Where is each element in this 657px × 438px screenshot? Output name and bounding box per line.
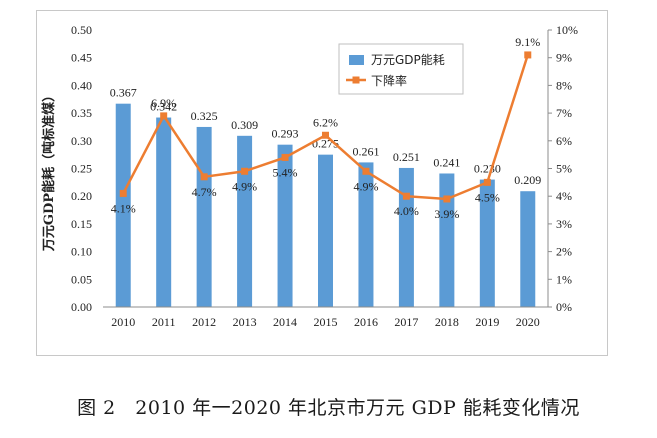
line-value-label: 4.5% xyxy=(475,190,500,204)
left-tick-label: 0.05 xyxy=(71,272,92,286)
x-tick-label: 2018 xyxy=(435,315,459,329)
line-marker xyxy=(362,167,370,175)
bar xyxy=(156,117,172,307)
bar xyxy=(318,154,333,307)
line-marker xyxy=(281,153,289,161)
right-axis: 0% 1% 2% 3% 4% 5% 6% 7% 8% 9% 10% xyxy=(547,23,578,314)
chart: 万元GDP能耗（吨标准煤） 0.000.050.100.150.200.250.… xyxy=(41,23,578,329)
bar-value-label: 0.309 xyxy=(231,118,258,132)
line-value-label: 4.9% xyxy=(232,179,257,193)
right-tick-label: 8% xyxy=(556,78,572,92)
bar xyxy=(237,135,253,307)
line-value-label: 4.1% xyxy=(111,201,136,215)
left-tick-label: 0.40 xyxy=(71,78,92,92)
bar-value-label: 0.325 xyxy=(191,109,218,123)
bar-value-label: 0.209 xyxy=(514,173,541,187)
x-tick-label: 2014 xyxy=(273,315,297,329)
bar xyxy=(479,179,495,307)
line-value-label: 4.7% xyxy=(192,185,217,199)
legend-box xyxy=(338,43,464,95)
legend-line-label: 下降率 xyxy=(371,73,407,88)
bar xyxy=(115,103,131,307)
bar-series xyxy=(103,103,548,308)
line-marker xyxy=(322,131,329,139)
line-marker xyxy=(200,173,208,181)
right-tick-label: 2% xyxy=(556,245,572,259)
x-tick-label: 2012 xyxy=(192,315,216,329)
bar xyxy=(520,191,536,307)
line-value-label: 3.9% xyxy=(434,207,459,221)
bar-value-label: 0.251 xyxy=(393,150,420,164)
bar xyxy=(398,167,414,307)
right-tick-label: 3% xyxy=(556,217,572,231)
line-value-label: 4.0% xyxy=(394,204,419,218)
legend-line-marker xyxy=(352,76,360,84)
x-tick-label: 2017 xyxy=(394,315,418,329)
right-tick-label: 5% xyxy=(556,162,572,176)
legend-bar-swatch xyxy=(349,55,364,65)
left-tick-label: 0.35 xyxy=(71,106,92,120)
left-tick-label: 0.10 xyxy=(71,245,92,259)
line-value-label: 6.2% xyxy=(313,115,338,129)
right-tick-label: 4% xyxy=(556,189,572,203)
line-value-labels: 4.1% 6.9% 4.7% 4.9% 5.4% 6.2% 4.9% 4.0% 3.9% 4.5%… xyxy=(111,35,541,221)
right-tick-label: 10% xyxy=(556,23,578,37)
bar xyxy=(196,126,212,307)
line-marker xyxy=(483,178,491,186)
line-value-label: 4.9% xyxy=(353,179,378,193)
bar-value-label: 0.230 xyxy=(474,162,501,176)
line-marker xyxy=(160,112,168,120)
left-tick-label: 0.25 xyxy=(71,162,92,176)
bar-value-label: 0.293 xyxy=(272,127,299,141)
right-tick-label: 7% xyxy=(556,106,572,120)
left-tick-label: 0.00 xyxy=(71,300,92,314)
figure-caption: 图 2 2010 年一2020 年北京市万元 GDP 能耗变化情况 xyxy=(77,397,580,419)
x-tick-label: 2019 xyxy=(475,315,499,329)
bar xyxy=(439,173,455,307)
bar xyxy=(277,144,293,307)
line-series xyxy=(119,51,532,203)
left-tick-label: 0.45 xyxy=(71,51,92,65)
bar-value-label: 0.342 xyxy=(150,100,177,114)
line-value-label: 9.1% xyxy=(515,35,540,49)
line-marker xyxy=(443,195,451,203)
line-marker xyxy=(524,51,532,59)
line-marker xyxy=(119,189,127,197)
line-value-label: 6.9% xyxy=(151,96,176,110)
right-tick-label: 6% xyxy=(556,134,572,148)
bar-value-label: 0.241 xyxy=(433,155,460,169)
left-axis: 0.00 0.05 0.10 0.15 0.20 0.25 0.30 0.35 0.40 0.45… xyxy=(71,23,92,314)
x-tick-label: 2015 xyxy=(314,315,338,329)
x-tick-label: 2020 xyxy=(516,315,540,329)
line-marker xyxy=(241,167,249,175)
left-tick-label: 0.15 xyxy=(71,217,92,231)
left-tick-label: 0.20 xyxy=(71,189,92,203)
bar xyxy=(358,162,374,307)
right-tick-label: 9% xyxy=(556,51,572,65)
bar-value-label: 0.261 xyxy=(352,144,379,158)
right-tick-label: 0% xyxy=(556,300,572,314)
x-tick-label: 2013 xyxy=(233,315,257,329)
legend-bar-label: 万元GDP能耗 xyxy=(371,53,445,67)
x-tick-label: 2016 xyxy=(354,315,378,329)
x-axis: 2010 2011 2012 2013 2014 2015 2016 2017 2018 2019… xyxy=(111,315,540,329)
bar-value-label: 0.367 xyxy=(110,86,137,100)
x-tick-label: 2010 xyxy=(111,315,135,329)
left-tick-label: 0.50 xyxy=(71,23,92,37)
left-tick-label: 0.30 xyxy=(71,134,92,148)
line-marker xyxy=(402,192,410,200)
right-tick-label: 1% xyxy=(556,272,572,286)
y-axis-title: 万元GDP能耗（吨标准煤） xyxy=(41,89,57,252)
x-tick-label: 2011 xyxy=(152,315,176,329)
line-value-label: 5.4% xyxy=(273,165,298,179)
y-axis-label: 万元GDP能耗（吨标准煤） xyxy=(41,89,57,252)
